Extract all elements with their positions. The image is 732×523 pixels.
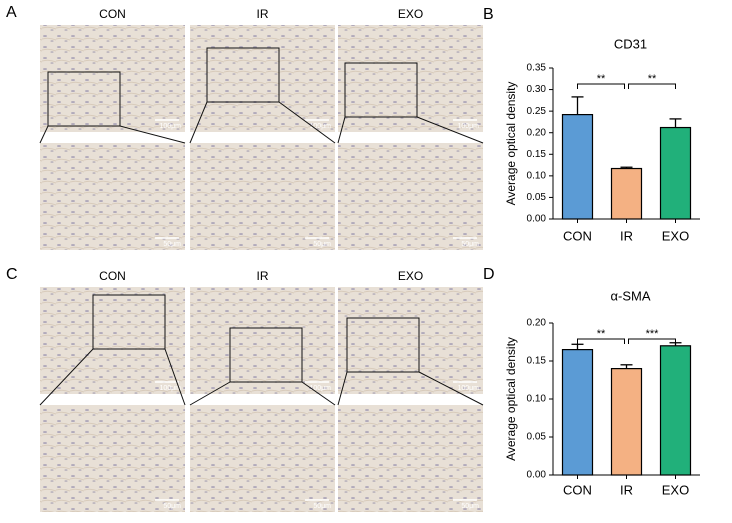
- significance-bracket: [577, 83, 625, 89]
- significance-label: **: [648, 73, 657, 85]
- zoom-line: [337, 116, 346, 144]
- y-tick-label: 0.10: [527, 394, 547, 405]
- significance-label: **: [597, 328, 606, 340]
- micrograph: [40, 25, 185, 132]
- scale-label: 50μm: [313, 241, 331, 248]
- x-tick-label: IR: [620, 482, 633, 497]
- bar: [659, 345, 692, 476]
- y-tick-label: 0.00: [527, 214, 547, 225]
- micrograph: [338, 25, 483, 132]
- y-axis-label: Average optical density: [504, 82, 518, 206]
- significance-label: **: [597, 73, 606, 85]
- zoom-box: [92, 294, 166, 350]
- zoom-line: [189, 381, 231, 406]
- zoom-line: [189, 101, 208, 144]
- zoom-box: [344, 62, 418, 118]
- zoom-line: [337, 371, 348, 406]
- y-axis-label: Average optical density: [504, 337, 518, 461]
- y-tick-label: 0.20: [527, 318, 547, 329]
- scale-label: 50μm: [313, 503, 331, 510]
- scale-label: 100μm: [309, 385, 331, 392]
- significance-bracket: [628, 338, 676, 344]
- micrograph: [190, 143, 335, 250]
- y-tick-label: 0.15: [527, 149, 547, 160]
- column-label: EXO: [398, 269, 423, 283]
- micrograph: [190, 405, 335, 512]
- y-tick-label: 0.30: [527, 84, 547, 95]
- micrograph: [190, 287, 335, 394]
- zoom-line: [164, 348, 186, 406]
- scale-label: 100μm: [457, 123, 479, 130]
- column-label: EXO: [398, 7, 423, 21]
- y-tick-label: 0.05: [527, 192, 547, 203]
- zoom-line: [39, 125, 49, 144]
- zoom-box: [229, 327, 303, 383]
- micrograph: [190, 25, 335, 132]
- y-tick-label: 0.05: [527, 432, 547, 443]
- chart-title: CD31: [614, 36, 647, 51]
- column-label: CON: [99, 7, 126, 21]
- x-tick-label: EXO: [662, 228, 689, 243]
- zoom-line: [39, 348, 94, 406]
- zoom-line: [418, 371, 484, 406]
- scale-label: 100μm: [309, 123, 331, 130]
- y-tick-label: 0.20: [527, 127, 547, 138]
- zoom-line: [416, 116, 484, 144]
- scale-label: 100μm: [457, 385, 479, 392]
- panel-label: C: [6, 266, 18, 283]
- zoom-box: [47, 71, 121, 127]
- panel-label: A: [6, 4, 17, 21]
- x-tick-label: CON: [563, 228, 592, 243]
- column-label: CON: [99, 269, 126, 283]
- zoom-line: [278, 101, 336, 144]
- scale-label: 100μm: [159, 385, 181, 392]
- bar: [610, 167, 643, 220]
- micrograph: [40, 287, 185, 394]
- y-tick-label: 0.10: [527, 170, 547, 181]
- column-label: IR: [257, 7, 269, 21]
- scale-label: 50μm: [461, 503, 479, 510]
- chart-title: α-SMA: [610, 288, 650, 303]
- scale-label: 50μm: [163, 503, 181, 510]
- bar: [561, 113, 594, 220]
- bar: [561, 349, 594, 476]
- zoom-line: [301, 381, 336, 406]
- micrograph: [338, 405, 483, 512]
- micrograph: [338, 287, 483, 394]
- column-label: IR: [257, 269, 269, 283]
- significance-bracket: [577, 338, 625, 344]
- significance-bracket: [628, 83, 676, 89]
- x-tick-label: EXO: [662, 482, 689, 497]
- panel-label: D: [483, 266, 495, 283]
- micrograph: [40, 143, 185, 250]
- bar: [610, 368, 643, 476]
- scale-label: 100μm: [159, 123, 181, 130]
- y-tick-label: 0.25: [527, 106, 547, 117]
- zoom-box: [206, 47, 280, 103]
- zoom-line: [119, 125, 186, 144]
- y-tick-label: 0.00: [527, 470, 547, 481]
- scale-label: 50μm: [461, 241, 479, 248]
- y-tick-label: 0.15: [527, 356, 547, 367]
- zoom-box: [346, 317, 420, 373]
- panel-label: B: [483, 6, 494, 23]
- micrograph: [40, 405, 185, 512]
- bar: [659, 126, 692, 220]
- x-tick-label: IR: [620, 228, 633, 243]
- x-tick-label: CON: [563, 482, 592, 497]
- significance-label: ***: [646, 328, 660, 340]
- scale-label: 50μm: [163, 241, 181, 248]
- y-tick-label: 0.35: [527, 63, 547, 74]
- micrograph: [338, 143, 483, 250]
